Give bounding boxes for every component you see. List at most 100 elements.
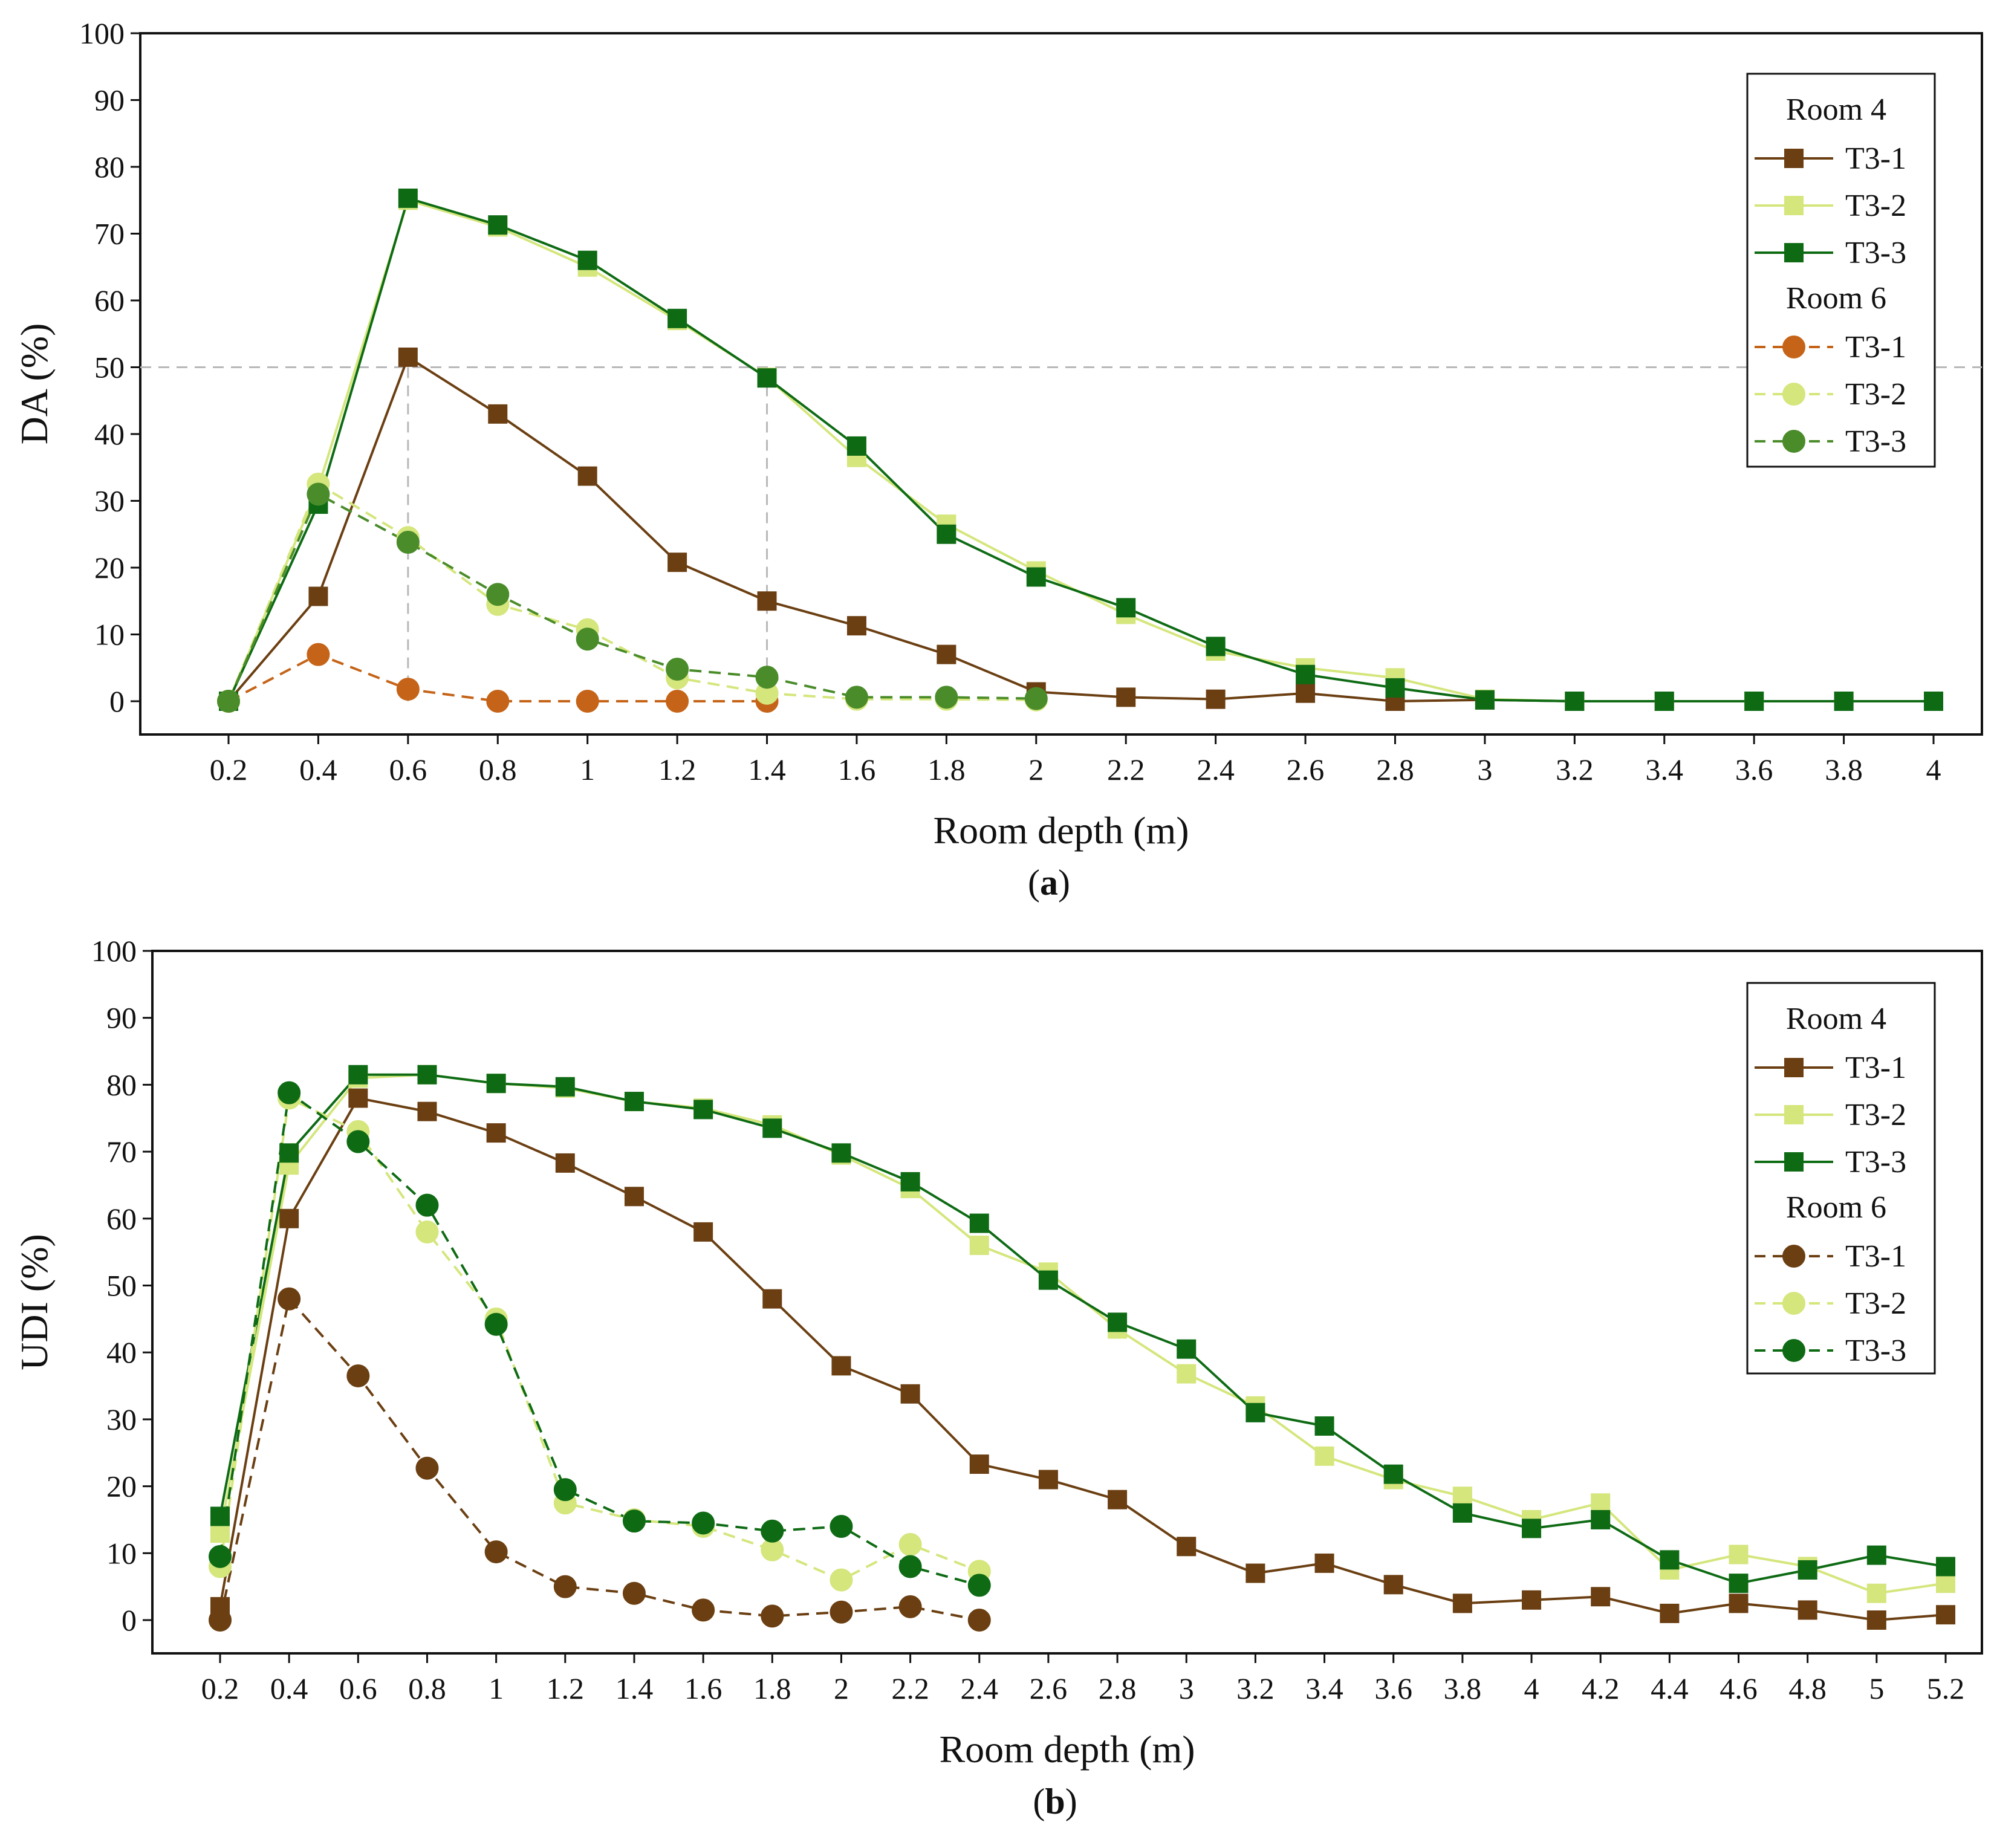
data-point [1296,683,1316,703]
legend-entry-label: T3-2 [1845,189,1906,223]
data-point [576,627,599,651]
x-tick-label: 1.8 [927,753,966,786]
x-tick-label: 0.4 [299,753,337,786]
y-tick-label: 60 [94,284,125,317]
legend-entry-label: T3-3 [1845,1334,1906,1368]
data-point [486,690,510,713]
data-point [898,1532,922,1556]
legend-entry-label: T3-1 [1845,1051,1906,1085]
legend-group-title: Room 6 [1786,1190,1886,1225]
data-point [1206,637,1226,657]
x-tick-label: 3.8 [1444,1671,1482,1705]
x-tick-label: 2.8 [1376,753,1414,786]
x-tick-label: 4.2 [1582,1671,1620,1705]
data-point [1834,692,1854,711]
x-tick-label: 2 [834,1671,849,1705]
data-point [937,644,956,664]
series-line-4 [227,482,1036,702]
x-tick-label: 1 [580,753,595,786]
data-point [762,1118,782,1138]
x-tick-label: 3.8 [1825,753,1863,786]
x-tick-label: 2.8 [1099,1671,1137,1705]
data-point [937,524,956,544]
panel-label: (a) [1028,863,1070,903]
x-tick-label: 3 [1179,1671,1194,1705]
data-point [900,1172,920,1191]
data-point [307,482,330,506]
x-tick-label: 2.2 [891,1671,929,1705]
legend: Room 4 T3-1 T3-2 T3-3 Room 6 T3-1 T3-2 T3-3 [1746,982,1936,1375]
data-point [969,1236,989,1256]
x-tick-label: 3.2 [1556,753,1594,786]
data-point [967,1609,991,1632]
x-tick-label: 2.6 [1287,753,1325,786]
data-point [1936,1557,1955,1577]
data-point [1383,1464,1403,1484]
data-point [210,1523,230,1543]
x-axis-title: Room depth (m) [939,1728,1195,1771]
y-tick-label: 80 [106,1068,137,1101]
data-point [666,657,689,681]
legend-entry-label: T3-1 [1845,141,1906,176]
y-axis-title: DA (%) [13,323,56,445]
x-tick-label: 2.4 [961,1671,999,1705]
data-point [1744,692,1764,711]
legend-box [1746,73,1936,468]
plot-frame [139,32,1983,736]
data-point [415,1456,439,1480]
legend-marker [1784,1105,1804,1124]
data-point [307,643,330,666]
data-point [1452,1503,1472,1523]
y-tick-label: 50 [106,1269,137,1303]
panel-label-open: ( [1028,863,1040,903]
panel-a: 0 10 20 30 40 50 60 70 80 90 100 0.2 0.4 0.6 0.8 1 1.2 1.… [13,16,1983,903]
data-point [1177,1364,1197,1384]
data-point [831,1143,851,1163]
x-tick-label: 1.6 [684,1671,723,1705]
panel-label-open: ( [1033,1782,1045,1821]
data-point [417,1101,437,1121]
x-tick-label: 1.4 [748,753,786,786]
legend-marker [1784,1058,1804,1077]
data-point [622,1581,646,1605]
data-point [1383,1575,1403,1595]
x-tick-label: 2.6 [1030,1671,1068,1705]
data-point [415,1220,439,1243]
data-point [762,1289,782,1309]
x-tick-label: 3.6 [1374,1671,1412,1705]
panel-label-letter: b [1045,1782,1065,1821]
data-point [830,1515,853,1538]
legend-box [1746,982,1936,1375]
data-point [967,1574,991,1597]
data-point [398,347,418,367]
data-point [1936,1574,1955,1593]
data-point [1660,1603,1680,1623]
data-point [417,1065,437,1084]
data-point [692,1598,715,1622]
data-point [667,308,687,328]
data-point [553,1478,577,1502]
data-point [1452,1487,1472,1506]
x-tick-label: 0.6 [389,753,427,786]
legend-entry-label: T3-1 [1845,1239,1906,1274]
data-point [666,690,689,713]
data-point [1565,692,1585,711]
legend-marker [1782,383,1805,406]
x-tick-label: 5 [1869,1671,1884,1705]
y-tick-label: 70 [106,1135,137,1169]
data-point [348,1065,368,1084]
data-point [488,215,508,235]
x-tick-label: 1.2 [547,1671,585,1705]
data-point [278,1081,301,1104]
series-line-3 [219,1296,980,1621]
data-point [484,1540,508,1564]
data-point [1385,678,1405,698]
data-point [667,553,687,572]
legend-marker [1782,336,1805,358]
data-point [486,1123,506,1143]
y-tick-label: 10 [94,618,125,652]
y-tick-label: 60 [106,1202,137,1236]
data-point [1522,1590,1542,1610]
y-tick-label: 30 [106,1402,137,1436]
series-line-0 [227,355,1934,703]
